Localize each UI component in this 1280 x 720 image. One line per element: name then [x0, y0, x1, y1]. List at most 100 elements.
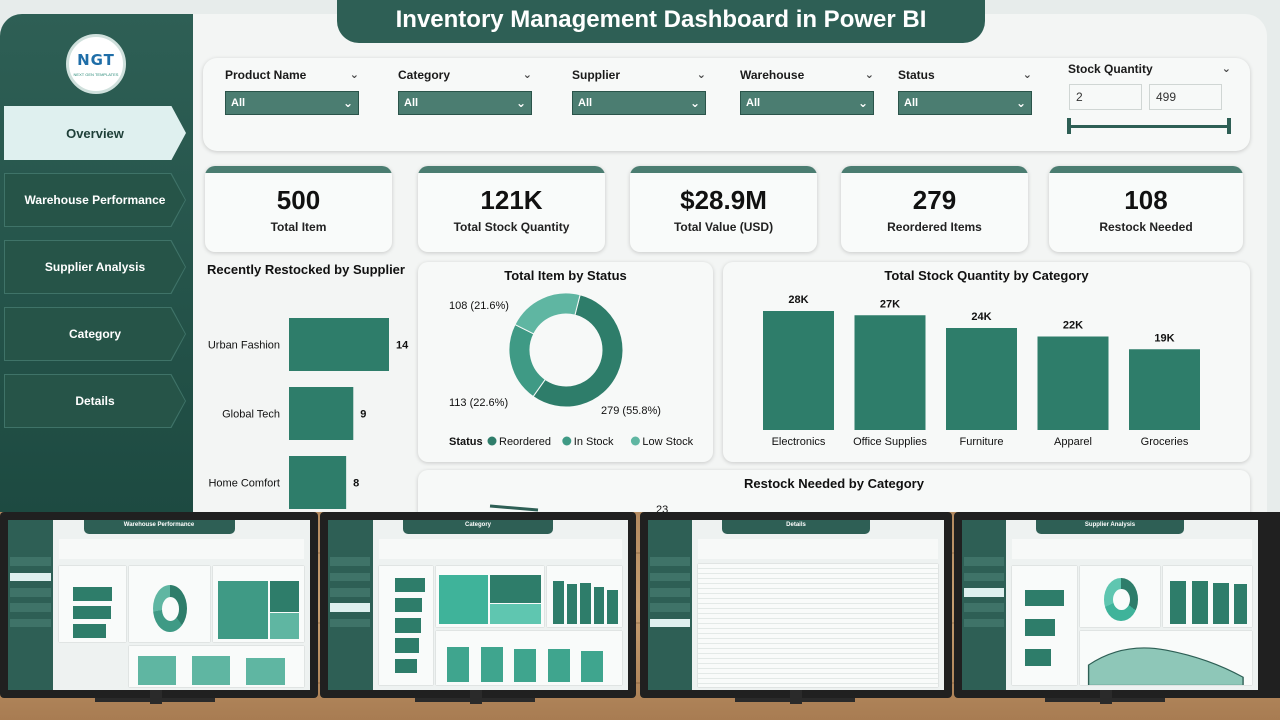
stock-by-category-chart: 28K Electronics 27K Office Supplies 24K Furni…	[763, 294, 1200, 448]
slider-min-handle[interactable]	[1067, 118, 1071, 134]
thumb-bar	[1025, 649, 1052, 666]
kpi-accent	[1049, 166, 1243, 173]
thumb-treemap	[490, 575, 541, 603]
stock-range-slider[interactable]	[1069, 125, 1229, 128]
chevron-down-icon[interactable]: ⌄	[1022, 69, 1032, 81]
nav-warehouse-performance[interactable]: Warehouse Performance	[4, 173, 186, 227]
bar	[763, 311, 834, 430]
kpi-restock-needed: 108 Restock Needed	[1049, 166, 1243, 252]
filter-category: Category ⌄ All ⌄	[398, 68, 532, 115]
thumb-filters	[1012, 538, 1253, 560]
kpi-value: $28.9M	[680, 185, 767, 215]
thumb-card	[547, 565, 622, 628]
thumb-treemap	[269, 613, 300, 639]
category-select[interactable]: All ⌄	[398, 91, 532, 115]
thumb-bar	[480, 646, 503, 683]
kpi-reordered-items: 279 Reordered Items	[841, 166, 1028, 252]
chevron-down-icon[interactable]: ⌄	[864, 69, 874, 81]
thumb-bar	[395, 658, 417, 673]
category-label: Groceries	[1141, 436, 1189, 448]
thumb-bar	[607, 590, 618, 624]
donut-slice	[514, 292, 581, 335]
thumb-treemap	[217, 581, 268, 639]
thumb-title: Supplier Analysis	[1036, 520, 1184, 534]
supplier-select[interactable]: All ⌄	[572, 91, 706, 115]
filter-label: Supplier	[572, 68, 621, 82]
category-label: Electronics	[772, 436, 826, 448]
slider-max-handle[interactable]	[1227, 118, 1231, 134]
nav-overview[interactable]: Overview	[4, 106, 186, 160]
thumb-treemap	[490, 603, 541, 624]
thumbnail-screen: Details	[648, 520, 944, 690]
thumb-treemap	[439, 575, 488, 624]
thumb-filters	[698, 538, 939, 560]
donut-slice	[532, 294, 624, 408]
chevron-down-icon: ⌄	[1015, 96, 1026, 110]
monitor-stand-base	[95, 698, 215, 702]
thumb-bar	[1234, 584, 1247, 624]
thumb-card	[436, 565, 544, 628]
chevron-down-icon[interactable]: ⌄	[522, 69, 532, 81]
monitor-category: Category	[320, 512, 636, 698]
bar	[1037, 336, 1109, 430]
chevron-down-icon: ⌄	[857, 96, 868, 110]
thumb-card	[436, 630, 622, 685]
category-label: Home Comfort	[208, 478, 280, 490]
chart-title: Total Stock Quantity by Category	[884, 268, 1089, 283]
filter-label: Stock Quantity	[1068, 62, 1153, 76]
kpi-label: Reordered Items	[887, 220, 982, 234]
thumbnail-screen: Supplier Analysis	[962, 520, 1258, 690]
logo-text: NGT	[77, 51, 115, 69]
thumb-title: Details	[722, 520, 870, 534]
thumb-sidebar	[962, 520, 1007, 690]
thumb-title: Category	[403, 520, 553, 534]
kpi-value: 500	[276, 185, 321, 215]
bar	[289, 456, 347, 509]
chart-title: Total Item by Status	[504, 268, 627, 283]
thumb-card	[1163, 565, 1253, 628]
thumb-bar	[72, 587, 113, 602]
sidebar: NGT NEXT GEN TEMPLATES Overview Warehous…	[0, 14, 193, 514]
nav-supplier-analysis[interactable]: Supplier Analysis	[4, 240, 186, 294]
monitor-supplier-analysis: Supplier Analysis	[954, 512, 1280, 698]
nav-details[interactable]: Details	[4, 374, 186, 428]
thumb-bar	[580, 583, 591, 624]
select-value: All	[404, 97, 419, 109]
thumb-bar	[72, 605, 112, 620]
data-label: 8	[353, 478, 359, 490]
chevron-down-icon: ⌄	[689, 96, 700, 110]
thumb-treemap	[269, 581, 300, 612]
chevron-down-icon[interactable]: ⌄	[696, 69, 706, 81]
thumb-nav	[9, 618, 51, 628]
thumb-bar	[514, 648, 537, 683]
chevron-down-icon: ⌄	[515, 96, 526, 110]
page-title: Inventory Management Dashboard in Power …	[337, 0, 985, 43]
legend-title: Status	[449, 436, 483, 448]
kpi-value: 279	[912, 185, 957, 215]
monitor-stand-base	[735, 698, 855, 702]
nav-label: Category	[68, 327, 121, 341]
thumb-nav	[329, 557, 371, 566]
stock-max-input[interactable]: 499	[1149, 84, 1222, 110]
nav-category[interactable]: Category	[4, 307, 186, 361]
stock-min-input[interactable]: 2	[1069, 84, 1142, 110]
warehouse-select[interactable]: All ⌄	[740, 91, 874, 115]
data-label: 14	[396, 340, 409, 352]
thumb-nav	[649, 603, 690, 612]
restocked-by-supplier-chart: Urban Fashion 14 Global Tech 9 Home Comfort 8	[208, 318, 409, 509]
thumb-nav	[329, 572, 371, 582]
data-label: 28K	[788, 294, 808, 306]
product-name-select[interactable]: All ⌄	[225, 91, 359, 115]
thumb-sidebar	[328, 520, 373, 690]
thumb-nav	[649, 572, 690, 582]
chart-title: Restock Needed by Category	[744, 476, 924, 491]
slice-label: 108 (21.6%)	[449, 300, 509, 312]
status-select[interactable]: All ⌄	[898, 91, 1032, 115]
chevron-down-icon[interactable]: ⌄	[1221, 63, 1231, 75]
thumb-card	[379, 565, 433, 685]
chevron-down-icon[interactable]: ⌄	[349, 69, 359, 81]
thumb-bar	[395, 618, 422, 633]
slice-label: 279 (55.8%)	[601, 405, 661, 417]
thumb-nav	[649, 588, 690, 597]
filter-label: Warehouse	[740, 68, 805, 82]
